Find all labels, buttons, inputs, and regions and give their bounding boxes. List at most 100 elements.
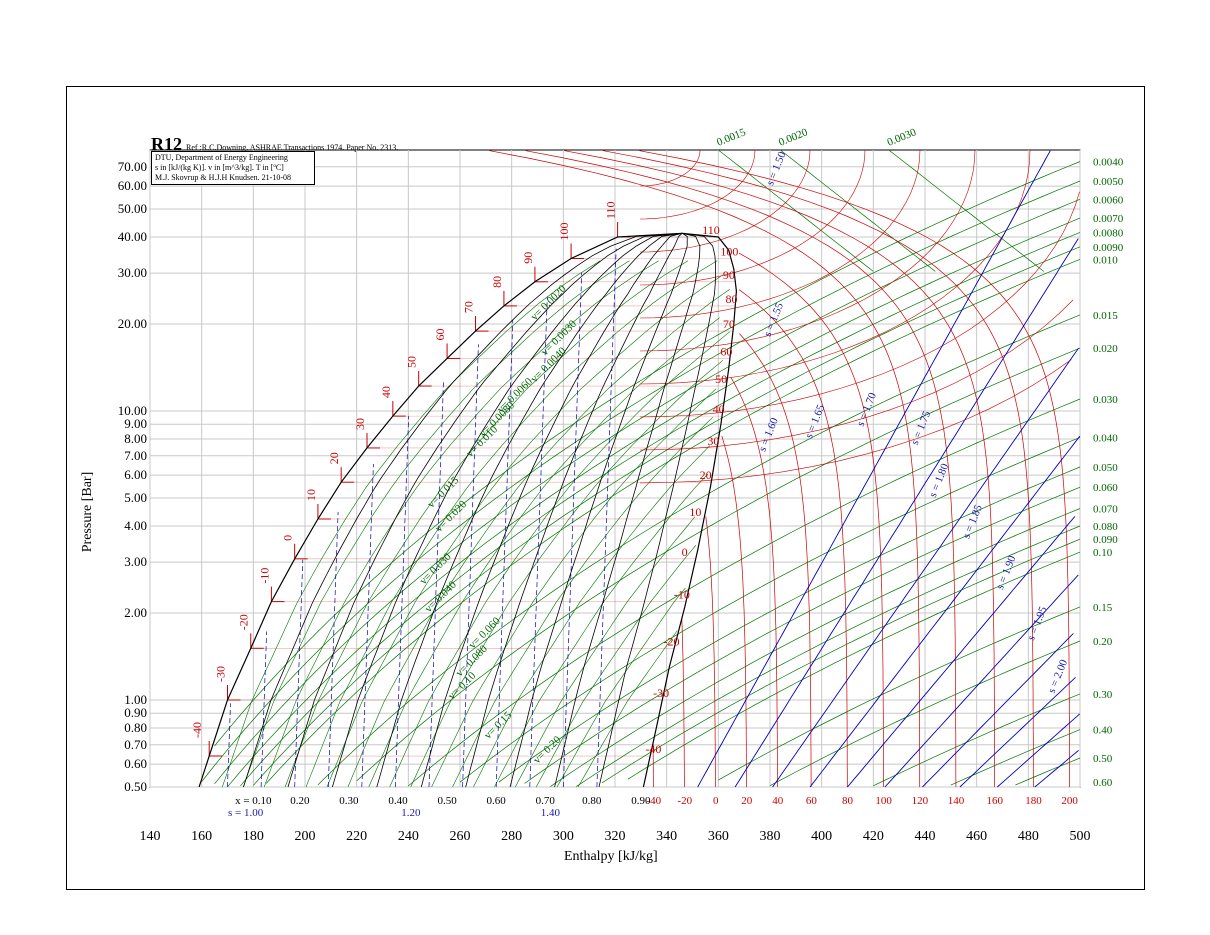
y-tick-label: 3.00 [124, 554, 147, 569]
temp-tick-label: -40 [646, 795, 661, 807]
isochore-line [627, 551, 1081, 780]
quality-line [509, 232, 688, 788]
temp-vapor-label: 50 [715, 372, 727, 386]
isochore-line [263, 260, 659, 788]
volume-label: 0.040 [1093, 432, 1118, 444]
saturation-curve [198, 232, 738, 788]
isochore-line [576, 525, 1081, 787]
isotherm-line [640, 149, 701, 187]
y-tick-label: 0.70 [124, 737, 147, 752]
isotherm-line [738, 252, 884, 787]
entropy-label: s = 1.75 [909, 409, 934, 447]
isentrope-line [772, 347, 1079, 788]
isentrope-line [997, 713, 1080, 788]
info-line: DTU, Department of Energy Engineering [155, 153, 288, 162]
x-axis-label: Enthalpy [kJ/kg] [564, 849, 658, 864]
y-tick-label: 6.00 [124, 467, 147, 482]
isochore-line [535, 545, 697, 788]
isochore-lines [201, 149, 1081, 788]
isentrope-line [734, 238, 1079, 788]
temp-liquid-label: 60 [433, 328, 447, 340]
x-tick-label: 480 [1018, 829, 1039, 844]
y-tick-label: 0.80 [124, 720, 147, 735]
isochore-line [577, 630, 678, 788]
y-tick-label: 9.00 [124, 416, 147, 431]
volume-label: 0.030 [1093, 394, 1118, 406]
volume-label: 0.080 [1093, 521, 1118, 533]
isochore-line [473, 445, 711, 788]
temp-tick-label: 100 [875, 795, 892, 807]
temp-liquid-label: 50 [405, 356, 419, 368]
volume-label: 0.050 [1093, 462, 1118, 474]
isotherm-line [639, 149, 756, 220]
quality-label: 0.20 [290, 795, 310, 807]
x-tick-label: 180 [243, 829, 264, 844]
isotherm-line [639, 149, 866, 286]
x-tick-label: 220 [346, 829, 367, 844]
temp-vapor-label: 110 [702, 223, 720, 237]
volume-label: 0.30 [1093, 689, 1113, 701]
y-axis-label: Pressure [Bar] [80, 471, 95, 553]
chart-title: R12 Ref :R.C.Downing. ASHRAE Transactions… [151, 134, 398, 155]
temp-liquid-label: 110 [604, 201, 618, 219]
isotherm-line [639, 149, 921, 319]
volume-label: 0.010 [1093, 254, 1118, 266]
temp-vapor-label: -30 [653, 686, 669, 700]
isentrope-line [596, 248, 617, 788]
isentrope-line [227, 703, 231, 788]
reference-text: Ref :R.C.Downing. ASHRAE Transactions 19… [186, 143, 399, 152]
volume-label: 0.50 [1093, 753, 1113, 765]
volume-label: 0.40 [1093, 725, 1113, 737]
quality-label: 0.40 [388, 795, 408, 807]
volume-label: 0.090 [1093, 534, 1118, 546]
temp-tick-label: 40 [772, 795, 784, 807]
isotherm-line [489, 150, 921, 787]
isochore-line [524, 486, 1081, 784]
entropy-label: s = 1.80 [927, 461, 952, 499]
isochore-line [368, 317, 720, 788]
isochore-line [356, 347, 1081, 782]
entropy-label: s = 1.70 [855, 391, 880, 429]
temp-tick-label: 180 [1025, 795, 1042, 807]
y-tick-label: 0.90 [124, 705, 147, 720]
info-line: s in [kJ/(kg K)]. v in [m^3/kg]. T in [º… [155, 163, 284, 172]
temp-tick-label: 140 [948, 795, 965, 807]
isochore-line [347, 288, 730, 788]
isochore-line [253, 246, 1081, 786]
quality-line [598, 232, 716, 788]
saturation-dome [198, 232, 738, 788]
entropy-bottom-label: 1.40 [541, 807, 561, 819]
y-tick-label: 2.00 [124, 605, 147, 620]
isentrope-line [529, 296, 548, 788]
quality-label: 0.80 [582, 795, 602, 807]
isentrope-lines [227, 150, 1081, 788]
x-tick-label: 240 [398, 829, 419, 844]
isentrope-line [922, 633, 1074, 788]
x-tick-label: 340 [656, 829, 677, 844]
isochore-line [214, 198, 1081, 785]
temp-liquid-label: 0 [281, 535, 295, 541]
isotherm-line [681, 618, 685, 787]
info-box: DTU, Department of Energy Engineering s … [151, 151, 315, 185]
isotherm-line [639, 359, 1072, 484]
isentrope-line [462, 344, 479, 788]
y-tick-label: 60.00 [118, 178, 147, 193]
entropy-label: s = 1.85 [961, 503, 986, 541]
info-line: M.J. Skovrup & H.J.H Knudsen. 21-10-08 [155, 173, 291, 182]
isochore-line [769, 640, 1081, 787]
isotherm-line [603, 150, 1034, 787]
y-tick-label: 0.60 [124, 756, 147, 771]
volume-label: 0.0060 [1093, 194, 1124, 206]
isotherm-line [639, 191, 1080, 418]
volume-label: 0.0050 [1093, 176, 1124, 188]
isotherm-line [739, 333, 812, 787]
volume-top-label: 0.0015 [715, 126, 748, 149]
volume-inner-label: v= 0.20 [531, 734, 564, 767]
y-tick-label: 5.00 [124, 490, 147, 505]
isentrope-line [294, 559, 304, 788]
isentrope-line [1034, 750, 1079, 788]
volume-label: 0.10 [1093, 547, 1113, 559]
volume-label: 0.0040 [1093, 156, 1124, 168]
entropy-label: s = 1.50 [764, 150, 789, 188]
y-tick-label: 8.00 [124, 431, 147, 446]
